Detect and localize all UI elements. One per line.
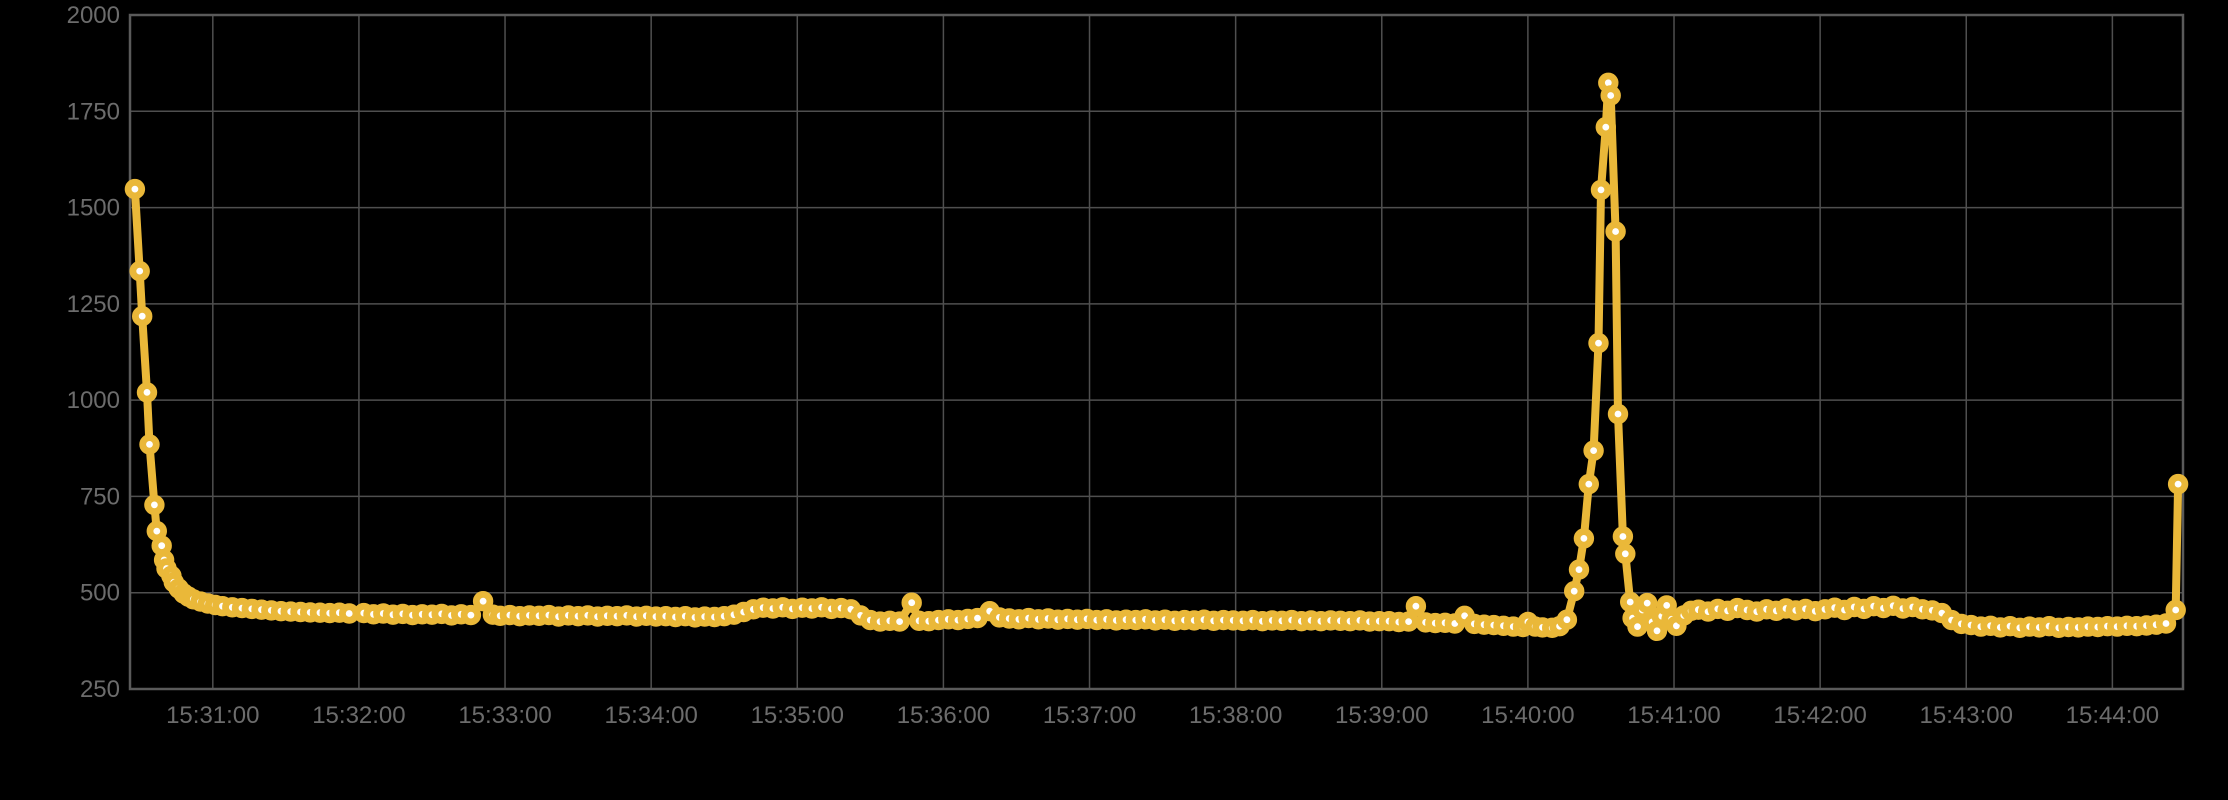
y-axis-tick-label: 250 [80, 676, 120, 703]
data-point-marker [889, 611, 910, 632]
data-point-marker [124, 178, 146, 200]
data-point-marker [129, 260, 150, 282]
data-point-marker [1590, 179, 1612, 201]
data-point-marker [136, 382, 158, 403]
x-axis-tick-label: 15:37:00 [1043, 702, 1136, 729]
data-point-marker [1573, 528, 1595, 549]
data-point-marker [1588, 332, 1609, 354]
plot-border [128, 13, 2185, 691]
x-axis-tick-label: 15:39:00 [1335, 702, 1428, 729]
series-value [124, 72, 2189, 642]
data-point-marker [2165, 599, 2186, 621]
data-point-marker [2167, 473, 2189, 495]
x-axis-tick-label: 15:34:00 [604, 702, 697, 729]
y-axis-tick-label: 1250 [67, 291, 120, 318]
data-point-marker [1605, 221, 1626, 242]
y-axis-tick-label: 2000 [67, 2, 120, 29]
x-axis-tick-label: 15:31:00 [166, 702, 259, 729]
y-axis-tick-label: 1500 [67, 195, 120, 222]
y-axis-tick-label: 1000 [67, 387, 120, 414]
x-axis-tick-label: 15:41:00 [1627, 702, 1720, 729]
data-point-marker [1563, 581, 1585, 602]
data-point-marker [1615, 543, 1636, 565]
x-axis-tick-label: 15:35:00 [751, 702, 844, 729]
data-point-marker [901, 592, 922, 613]
data-point-marker [472, 591, 494, 612]
y-axis-tick-label: 750 [80, 483, 120, 510]
x-axis-tick-label: 15:38:00 [1189, 702, 1282, 729]
data-point-marker [460, 604, 482, 626]
y-axis-tick-label: 500 [80, 580, 120, 607]
y-axis-tick-label: 1750 [67, 98, 120, 125]
x-axis-tick-label: 15:44:00 [2066, 702, 2159, 729]
data-point-marker [1398, 611, 1419, 632]
plot-area[interactable] [130, 15, 2183, 689]
data-point-marker [1607, 403, 1629, 425]
data-point-marker [1612, 526, 1634, 547]
data-point-marker [131, 306, 153, 327]
data-point-marker [139, 434, 160, 455]
axis-labels: 250 500 750 1000 1250 1500 1750 2000 15:31:00 15:… [67, 2, 2159, 729]
data-point-marker [144, 494, 165, 516]
x-axis-tick-label: 15:40:00 [1481, 702, 1574, 729]
x-axis-tick-label: 15:32:00 [312, 702, 405, 729]
data-point-marker [1556, 609, 1578, 630]
x-axis-tick-label: 15:33:00 [458, 702, 551, 729]
x-axis-tick-label: 15:43:00 [1920, 702, 2013, 729]
x-axis-tick-label: 15:42:00 [1773, 702, 1866, 729]
data-point-marker [1636, 592, 1658, 614]
x-axis-tick-label: 15:36:00 [897, 702, 990, 729]
data-point-marker [2155, 613, 2177, 634]
data-point-marker [1595, 116, 1617, 138]
data-point-marker [1578, 473, 1600, 495]
data-point-marker [1405, 596, 1427, 617]
data-point-marker [1583, 440, 1604, 461]
data-point-marker [1600, 85, 1621, 106]
data-point-marker [1568, 559, 1590, 580]
